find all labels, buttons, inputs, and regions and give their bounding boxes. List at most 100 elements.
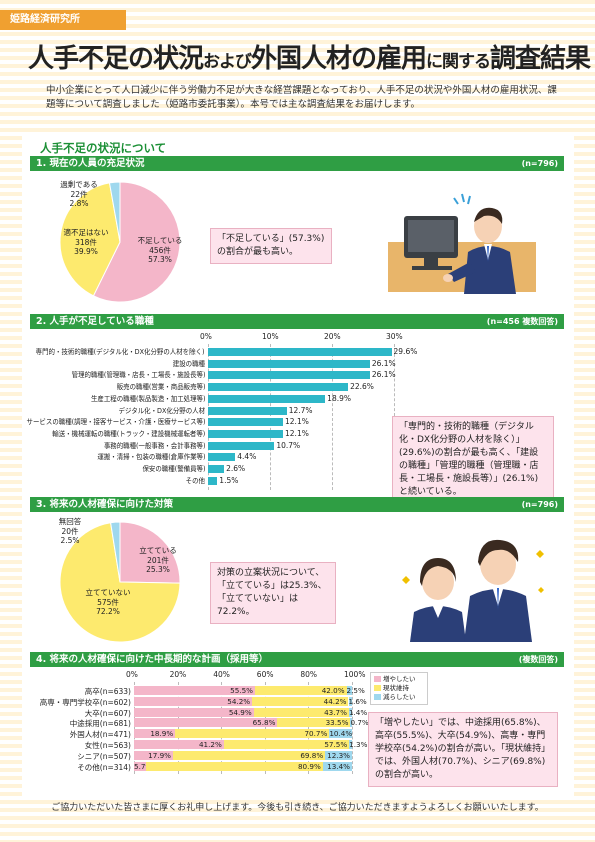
pie3-label-name: 立てていない	[85, 588, 131, 597]
bar2-value-label: 4.4%	[237, 452, 257, 462]
bar2-category-label: 専門的・技術的職種(デジタル化・DX化分野の人材を除く)	[36, 348, 205, 356]
pie3-label-name: 無回答	[58, 517, 82, 526]
bar4-segment: 0.7%	[350, 718, 369, 728]
pie1-label-name: 不足している	[137, 236, 183, 245]
bar4-segment: 43.7%	[253, 707, 349, 717]
bar4-tick-label: 60%	[256, 670, 274, 679]
bar2-bar	[208, 418, 284, 427]
pie-chart-3	[59, 521, 181, 643]
bar4-segment: 42.0%	[254, 686, 347, 695]
bar2-value-label: 12.1%	[285, 417, 309, 427]
bar4-category-label: 女性(n=563)	[84, 741, 131, 750]
bar2-value-label: 12.1%	[285, 428, 309, 438]
bar2-bar	[208, 406, 287, 415]
pie-slice-excess	[108, 181, 121, 243]
bar2-value-label: 29.6%	[393, 347, 418, 356]
bar4-value-label: 17.9%	[148, 750, 172, 760]
section-title: 人手不足の状況について	[40, 141, 167, 155]
bar4-value-label: 55.5%	[230, 686, 253, 695]
pie3-label-count: 201件	[147, 555, 169, 565]
sec4-n: (複数回答)	[518, 655, 558, 664]
bar2-tick-label: 30%	[386, 332, 403, 341]
bar4-segment: 5.7%	[134, 761, 152, 771]
sec4-header: 4. 将来の人材確保に向けた中長期的な計画（採用等） (複数回答)	[30, 652, 564, 667]
pie3-label-yes: 立てている 201件 25.3%	[130, 546, 186, 575]
legend-item-decrease: 減らしたい	[374, 693, 424, 702]
sec3-title: 3. 将来の人材確保に向けた対策	[36, 499, 174, 510]
bar4-value-label: 13.4%	[327, 761, 350, 771]
pie3-label-pct: 72.2%	[96, 607, 120, 616]
legend-label: 増やしたい	[383, 675, 416, 683]
bar2-bar	[208, 476, 218, 485]
bar4-segment: 44.2%	[252, 696, 349, 706]
pie1-label-count: 318件	[75, 237, 97, 247]
bar2-value-label: 18.9%	[327, 393, 351, 403]
bar4-segment: 33.5%	[277, 718, 351, 728]
bar4-segment: 55.5%	[134, 686, 255, 695]
bar2-tick-label: 0%	[200, 332, 212, 341]
sec2-n: (n=456 複数回答)	[486, 317, 558, 326]
pie3-label-pct: 25.3%	[146, 565, 170, 574]
bar4-value-label: 5.7%	[134, 761, 153, 771]
pie-slice-yes	[119, 521, 181, 584]
pie-slice-no	[59, 522, 181, 643]
bar2-bar	[208, 465, 225, 473]
pie3-label-count: 20件	[61, 526, 79, 536]
bar4-value-label: 42.0%	[321, 686, 345, 695]
bar2-value-label: 22.6%	[350, 382, 374, 392]
legend-label: 現状維持	[383, 684, 409, 692]
title-part: 調査結果	[490, 44, 591, 74]
pie1-label-pct: 2.8%	[69, 199, 89, 208]
bar4-category-label: シニア(n=507)	[77, 751, 131, 761]
pie3-label-no: 立てていない 575件 72.2%	[76, 588, 140, 617]
bar4-tick-label: 100%	[344, 670, 366, 679]
bar4-category-label: 中途採用(n=681)	[69, 719, 131, 729]
bar2-tick-label: 20%	[324, 332, 341, 341]
bar4-segment: 80.9%	[146, 761, 323, 771]
sec2-note: 「専門的・技術的職種（デジタル化・DX化分野の人材を除く）」(29.6%)の割合…	[392, 416, 554, 504]
legend-item-increase: 増やしたい	[374, 675, 424, 684]
bar4-segment: 54.9%	[134, 707, 254, 717]
chart4-legend: 増やしたい 現状維持 減らしたい	[370, 672, 428, 705]
workers-illustration	[402, 539, 544, 642]
pie1-label-excess: 過剰である 22件 2.8%	[50, 180, 108, 209]
bar2-bar	[208, 371, 370, 380]
bar4-tick-label: 20%	[169, 670, 187, 679]
bar2-category-label: 保安の職種(警備員等)	[142, 465, 205, 473]
bar2-value-label: 2.6%	[226, 464, 246, 473]
pie-slice-adequate	[59, 182, 121, 297]
bar4-value-label: 2.5%	[346, 686, 365, 695]
title-part: 外国人材の雇用	[251, 44, 427, 74]
footer-message: ご協力いただいた皆さまに厚くお礼申し上げます。今後も引き続き、ご協力いただきます…	[51, 803, 544, 813]
bar2-category-label: 生産工程の職種(製品製造・加工処理等)	[90, 394, 205, 403]
stacked-bar-chart-4: 0% 20% 40% 60% 80% 100% 高卒(n=633) 55.5% 42.0% 2.5…	[30, 670, 369, 780]
sec3-note: 対策の立案状況について、「立てている」は25.3%、「立てていない」は72.2%…	[210, 562, 336, 624]
bar4-value-label: 80.9%	[297, 761, 321, 771]
bar2-value-label: 1.5%	[219, 475, 239, 485]
bar4-value-label: 43.7%	[324, 707, 347, 717]
bar4-value-label: 1.4%	[348, 707, 368, 717]
sec4-title: 4. 将来の人材確保に向けた中長期的な計画（採用等）	[36, 654, 269, 665]
pie-chart-1	[59, 181, 181, 303]
pie-slice-shortage	[92, 181, 181, 303]
bar2-category-label: その他	[185, 476, 205, 485]
bar2-value-label: 10.7%	[276, 440, 301, 450]
pie-slice-none	[110, 521, 121, 583]
legend-label: 減らしたい	[383, 693, 416, 701]
sec1-header: 1. 現在の人員の充足状況 (n=796)	[30, 156, 564, 171]
bar2-category-label: 事務的職種(一般事務・会計事務等)	[103, 441, 205, 450]
bar2-bar	[208, 359, 370, 368]
pie3-slices	[59, 521, 181, 643]
bar4-value-label: 69.8%	[300, 750, 324, 760]
sec2-header: 2. 人手が不足している職種 (n=456 複数回答)	[30, 314, 564, 329]
page-title: 人手不足の状況および外国人材の雇用に関する調査結果	[28, 38, 591, 76]
sec1-title: 1. 現在の人員の充足状況	[36, 158, 145, 169]
bar4-tick-label: 80%	[300, 670, 318, 679]
bar4-value-label: 33.5%	[325, 718, 349, 728]
bar4-value-label: 70.7%	[304, 729, 328, 739]
pie1-label-pct: 39.9%	[74, 247, 98, 256]
pie1-label-count: 22件	[70, 189, 88, 199]
bar4-segment: 18.9%	[134, 729, 176, 739]
pie3-label-none: 無回答 20件 2.5%	[50, 517, 90, 546]
bar4-segment: 65.8%	[134, 718, 278, 728]
